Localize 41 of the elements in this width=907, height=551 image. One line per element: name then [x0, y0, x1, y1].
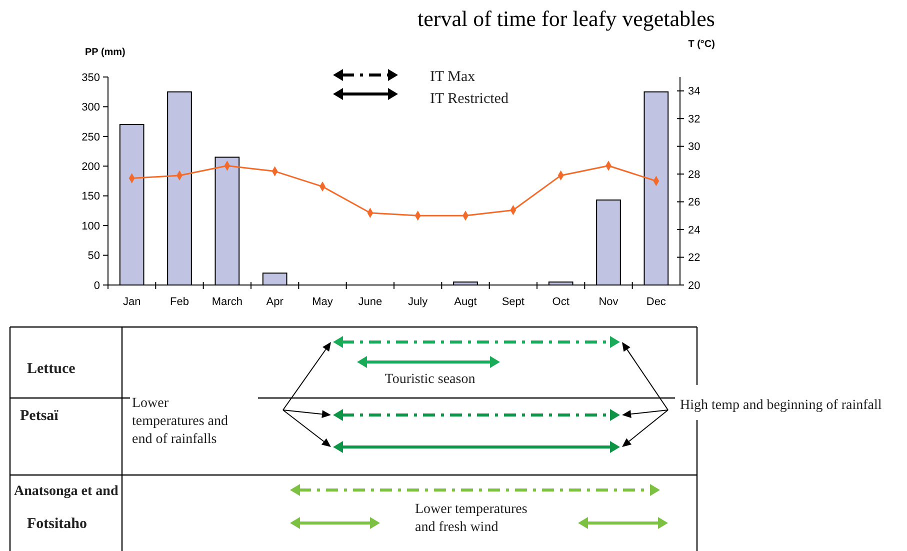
annotation: IT Restricted — [430, 91, 509, 107]
text: Anatsonga et and — [14, 484, 118, 499]
y-tick-label: 100 — [82, 220, 100, 232]
y2-tick-label: 30 — [688, 141, 700, 154]
x-tick-label: March — [212, 296, 242, 308]
y-tick-label: 0 — [94, 280, 100, 292]
y2-tick-label: 20 — [688, 280, 700, 292]
y2-tick-label: 34 — [688, 86, 700, 98]
text: Touristic season — [384, 372, 476, 387]
text: Lettuce — [27, 361, 76, 377]
annotation: IT Max — [430, 69, 476, 85]
y2-axis-title: T (°C) — [688, 39, 715, 50]
x-tick-label: May — [312, 296, 334, 308]
x-tick-label: Oct — [552, 296, 570, 308]
text: High temp and beginning of rainfall — [680, 398, 882, 413]
y2-tick-label: 26 — [688, 196, 700, 209]
text: Petsaï — [20, 408, 60, 424]
text: Fotsitaho — [27, 516, 87, 532]
text: Lower temperatures and end of rainfalls — [132, 396, 228, 447]
y-axis-title: PP (mm) — [85, 47, 126, 58]
y-tick-label: 150 — [82, 190, 100, 203]
y-tick-label: 300 — [82, 102, 100, 114]
x-tick-label: Dec — [646, 296, 666, 308]
y2-tick-label: 28 — [688, 168, 700, 181]
x-tick-label: June — [358, 296, 382, 308]
y-tick-label: 50 — [88, 250, 100, 262]
x-tick-label: Nov — [598, 296, 619, 308]
x-tick-label: July — [408, 296, 428, 308]
x-tick-label: Sept — [502, 296, 524, 308]
x-tick-label: Augt — [454, 296, 477, 308]
y-tick-label: 200 — [82, 160, 100, 173]
y2-tick-label: 24 — [688, 224, 700, 236]
x-tick-label: Apr — [266, 296, 284, 308]
y-tick-label: 250 — [82, 131, 100, 144]
y-tick-label: 350 — [82, 72, 100, 84]
chart-title: terval of time for leafy vegetables — [418, 6, 715, 31]
text: Lower temperatures and fresh wind — [415, 502, 528, 535]
y2-tick-label: 32 — [688, 113, 700, 126]
x-tick-label: Feb — [170, 296, 189, 308]
x-tick-label: Jan — [122, 296, 141, 308]
y2-tick-label: 22 — [688, 252, 700, 264]
